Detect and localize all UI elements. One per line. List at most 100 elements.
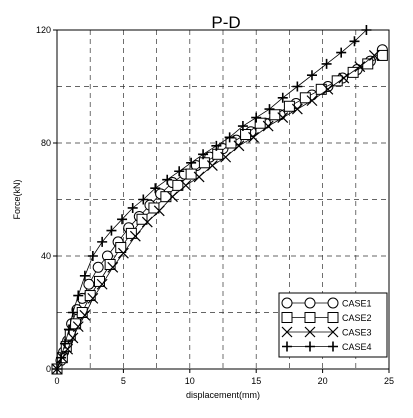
legend-entry-case3: CASE3: [281, 326, 372, 338]
data-point-case4: [336, 47, 347, 58]
data-point-case3: [306, 95, 318, 107]
data-point-case2: [331, 75, 343, 87]
data-point-case3: [87, 292, 99, 304]
x-tick-label: 20: [318, 376, 328, 386]
legend-marker-case4: [328, 341, 338, 352]
legend-label: CASE2: [342, 313, 372, 323]
legend-marker-case2: [281, 312, 293, 323]
data-point-case4: [306, 70, 317, 81]
data-point-case4: [186, 157, 197, 168]
legend-marker-case2: [304, 312, 316, 323]
x-tick-label: 0: [54, 376, 59, 386]
data-point-case3: [67, 332, 79, 344]
legend-label: CASE3: [342, 328, 372, 338]
data-point-case4: [150, 183, 161, 194]
data-point-case3: [96, 278, 108, 290]
plot-frame: [56, 29, 390, 370]
data-point-case2: [160, 191, 172, 203]
data-point-case4: [55, 352, 66, 363]
data-point-case3: [277, 112, 289, 123]
data-point-case2: [136, 213, 148, 225]
data-point-case3: [291, 103, 303, 115]
legend-marker-case2: [327, 312, 339, 323]
legend-marker-case1: [327, 297, 339, 309]
data-point-case3: [117, 247, 129, 259]
data-point-case4: [67, 307, 78, 318]
data-point-case4: [59, 338, 70, 349]
data-point-case3: [153, 205, 165, 217]
data-point-case2: [299, 92, 311, 104]
data-point-case4: [321, 58, 332, 69]
data-point-case3: [72, 321, 84, 333]
y-tick-label: 120: [36, 25, 51, 35]
data-point-case2: [125, 227, 137, 239]
data-point-case3: [107, 261, 119, 273]
data-point-case4: [349, 36, 360, 47]
data-point-case3: [141, 216, 153, 228]
data-point-case3: [262, 120, 274, 132]
data-point-case2: [148, 202, 160, 214]
data-point-case4: [162, 174, 173, 185]
series-line-case4: [56, 29, 367, 370]
series-layer: [51, 25, 388, 375]
legend-label: CASE4: [342, 342, 372, 352]
data-point-case3: [338, 72, 350, 84]
series-line-case3: [56, 55, 375, 370]
x-tick-label: 5: [121, 376, 126, 386]
data-point-case4: [251, 112, 262, 123]
data-point-case4: [277, 92, 288, 103]
data-point-case3: [193, 171, 205, 183]
data-point-case4: [106, 225, 117, 236]
data-point-case3: [248, 131, 259, 143]
legend: CASE1 CASE2 CASE3 CASE4: [278, 292, 388, 358]
legend-marker-case4: [282, 341, 292, 352]
data-point-case4: [52, 364, 62, 374]
y-tick-label: 80: [41, 138, 51, 148]
legend-marker-case1: [304, 297, 316, 309]
legend-entry-case4: CASE4: [282, 341, 372, 352]
data-point-case2: [347, 66, 359, 78]
legend-marker-case4: [305, 341, 315, 352]
data-point-case4: [138, 194, 149, 205]
data-point-case2: [240, 129, 252, 141]
data-point-case4: [117, 214, 128, 225]
data-point-case2: [185, 168, 197, 180]
legend-entry-case1: CASE1: [281, 297, 372, 309]
legend-marker-case1: [281, 297, 293, 309]
data-point-case2: [198, 157, 210, 169]
data-point-case3: [368, 50, 380, 61]
data-point-case2: [212, 148, 224, 160]
y-tick-label: 40: [41, 251, 51, 261]
data-point-case4: [264, 104, 275, 115]
data-point-case2: [269, 109, 281, 121]
data-point-case1: [83, 278, 95, 290]
x-tick-label: 15: [251, 376, 261, 386]
data-point-case4: [198, 149, 209, 160]
legend-marker-case3: [304, 326, 316, 338]
data-point-case4: [292, 81, 303, 92]
data-point-case4: [97, 236, 108, 247]
data-point-case3: [206, 160, 218, 172]
data-point-case3: [79, 309, 91, 321]
data-point-case4: [361, 25, 372, 35]
data-point-case2: [172, 179, 184, 191]
data-point-case3: [167, 191, 178, 203]
data-point-case4: [224, 132, 235, 143]
data-point-case3: [220, 151, 232, 163]
data-point-case4: [127, 202, 138, 213]
data-point-case4: [87, 251, 98, 261]
chart-title: P-D: [211, 13, 240, 32]
data-point-case4: [237, 121, 248, 132]
data-point-case2: [376, 49, 388, 61]
data-point-case2: [115, 242, 127, 254]
data-point-case3: [233, 140, 245, 152]
data-point-case2: [283, 100, 295, 112]
data-point-case4: [63, 324, 74, 335]
legend-marker-case3: [327, 326, 339, 338]
y-tick-label: 0: [46, 364, 51, 374]
legend-marker-case3: [281, 326, 293, 338]
data-point-case3: [129, 230, 141, 242]
legend-label: CASE1: [342, 299, 372, 309]
x-axis-label: displacement(mm): [186, 390, 260, 400]
